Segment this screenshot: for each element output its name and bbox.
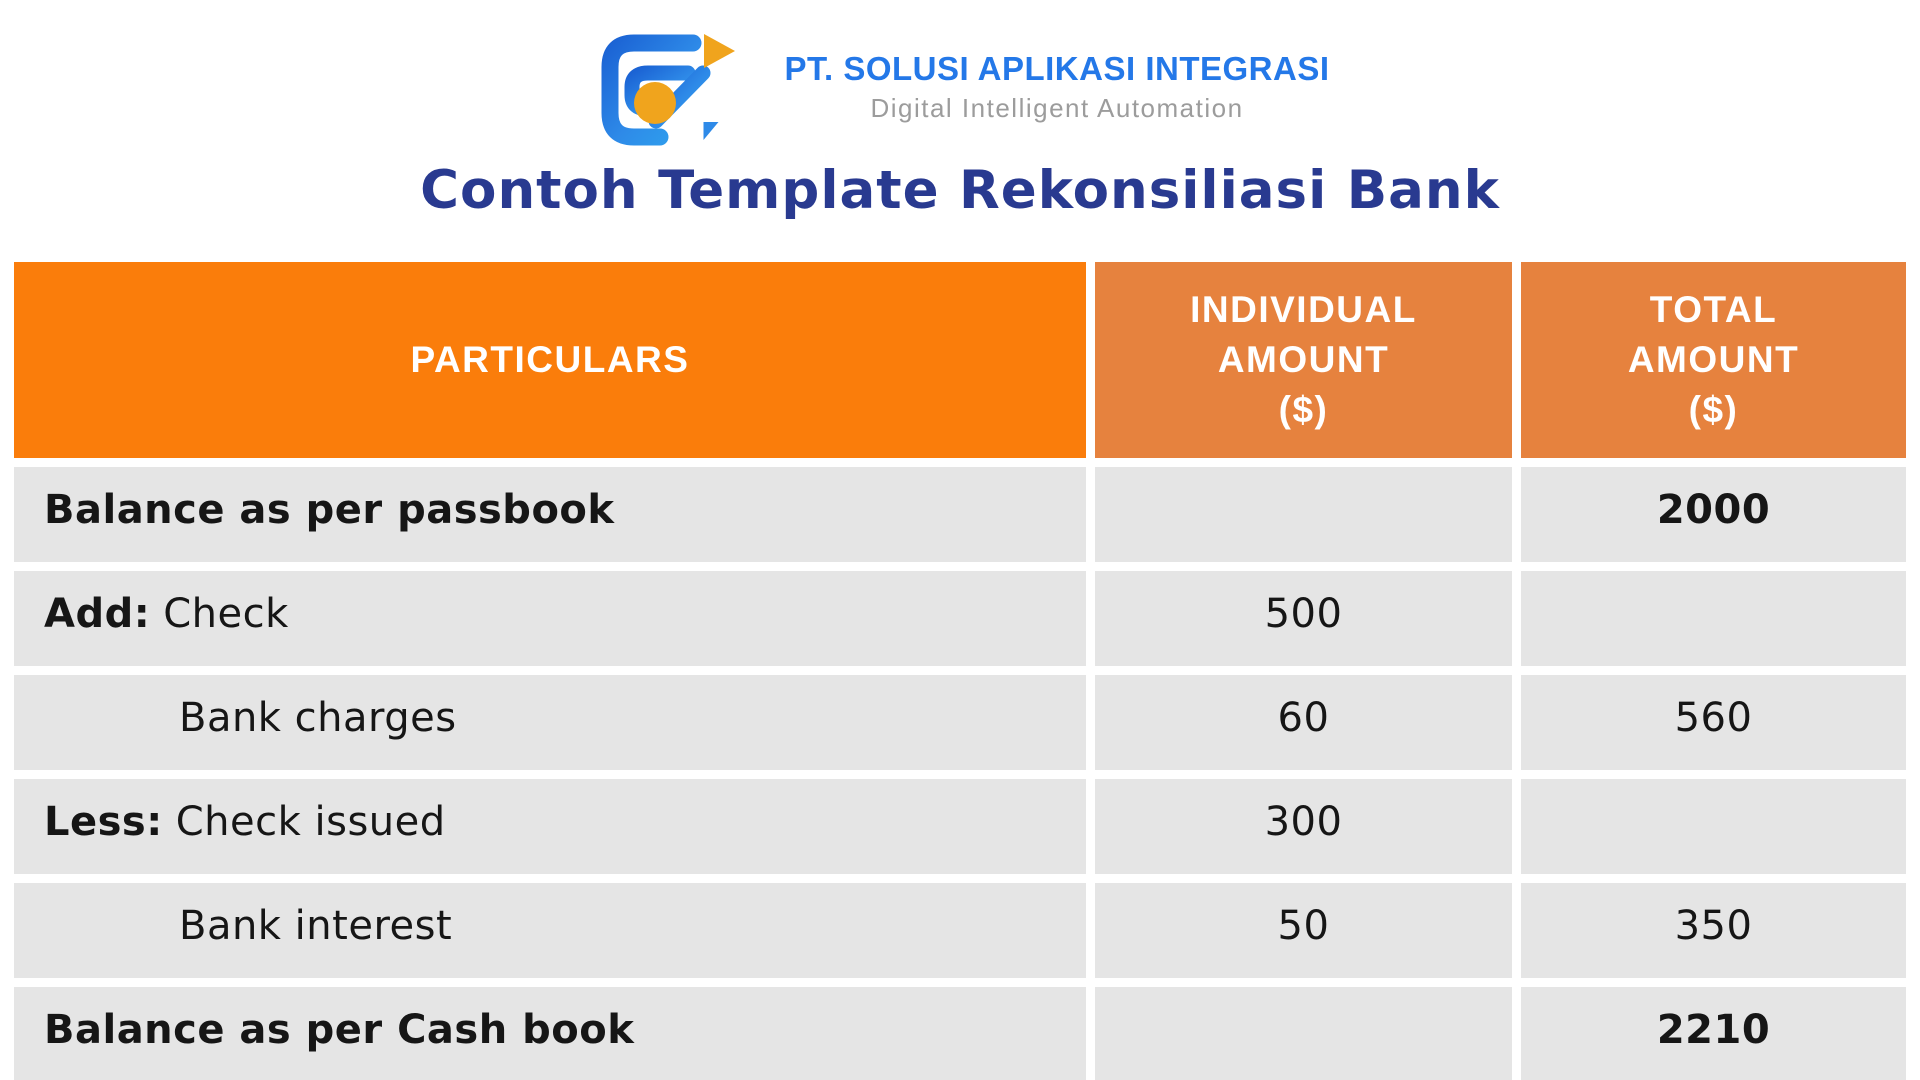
individual-amount-cell: 300: [1095, 779, 1512, 874]
column-header-label: INDIVIDUAL: [1190, 289, 1417, 331]
brand-text-block: PT. SOLUSI APLIKASI INTEGRASI Digital In…: [785, 50, 1330, 125]
row-label: Check issued: [175, 798, 446, 845]
table-body: Balance as per passbook 2000 Add: Check …: [14, 467, 1906, 1080]
table-row: Balance as per Cash book 2210: [14, 987, 1906, 1080]
particulars-cell: Bank charges: [14, 675, 1086, 770]
table-header-row: PARTICULARS INDIVIDUAL AMOUNT ($) TOTAL …: [14, 262, 1906, 458]
particulars-cell: Add: Check: [14, 571, 1086, 666]
column-header-label: ($): [1688, 388, 1739, 430]
row-prefix: Add:: [44, 590, 151, 637]
column-header-individual-amount: INDIVIDUAL AMOUNT ($): [1095, 262, 1512, 458]
particulars-cell: Less: Check issued: [14, 779, 1086, 874]
reconciliation-table: PARTICULARS INDIVIDUAL AMOUNT ($) TOTAL …: [14, 262, 1906, 1080]
company-tagline: Digital Intelligent Automation: [870, 93, 1244, 124]
row-label: Bank charges: [179, 694, 457, 741]
particulars-cell: Balance as per passbook: [14, 467, 1086, 562]
company-name: PT. SOLUSI APLIKASI INTEGRASI: [784, 49, 1330, 87]
total-amount-cell: 2210: [1521, 987, 1906, 1080]
individual-amount-cell: 60: [1095, 675, 1512, 770]
individual-amount-cell: [1095, 467, 1512, 562]
row-prefix: Less:: [44, 798, 163, 845]
page-title: Contoh Template Rekonsiliasi Bank: [420, 160, 1500, 221]
particulars-cell: Balance as per Cash book: [14, 987, 1086, 1080]
row-label: Check: [163, 590, 289, 637]
column-header-label: PARTICULARS: [410, 339, 690, 381]
column-header-label: AMOUNT: [1217, 339, 1390, 381]
total-amount-cell: 350: [1521, 883, 1906, 978]
row-label: Balance as per passbook: [44, 486, 615, 533]
column-header-label: AMOUNT: [1627, 339, 1800, 381]
total-amount-cell: 560: [1521, 675, 1906, 770]
individual-amount-cell: 500: [1095, 571, 1512, 666]
column-header-particulars: PARTICULARS: [14, 262, 1086, 458]
column-header-label: TOTAL: [1649, 289, 1778, 331]
column-header-label: ($): [1278, 388, 1329, 430]
row-label: Bank interest: [179, 902, 453, 949]
total-amount-cell: [1521, 571, 1906, 666]
individual-amount-cell: [1095, 987, 1512, 1080]
table-row: Balance as per passbook 2000: [14, 467, 1906, 562]
table-row: Less: Check issued 300: [14, 779, 1906, 874]
table-row: Add: Check 500: [14, 571, 1906, 666]
row-label: Balance as per Cash book: [44, 1006, 635, 1053]
table-row: Bank charges 60 560: [14, 675, 1906, 770]
total-amount-cell: 2000: [1521, 467, 1906, 562]
company-logo-icon: [601, 34, 735, 146]
total-amount-cell: [1521, 779, 1906, 874]
column-header-total-amount: TOTAL AMOUNT ($): [1521, 262, 1906, 458]
table-row: Bank interest 50 350: [14, 883, 1906, 978]
individual-amount-cell: 50: [1095, 883, 1512, 978]
particulars-cell: Bank interest: [14, 883, 1086, 978]
brand-header: PT. SOLUSI APLIKASI INTEGRASI Digital In…: [0, 26, 1920, 148]
